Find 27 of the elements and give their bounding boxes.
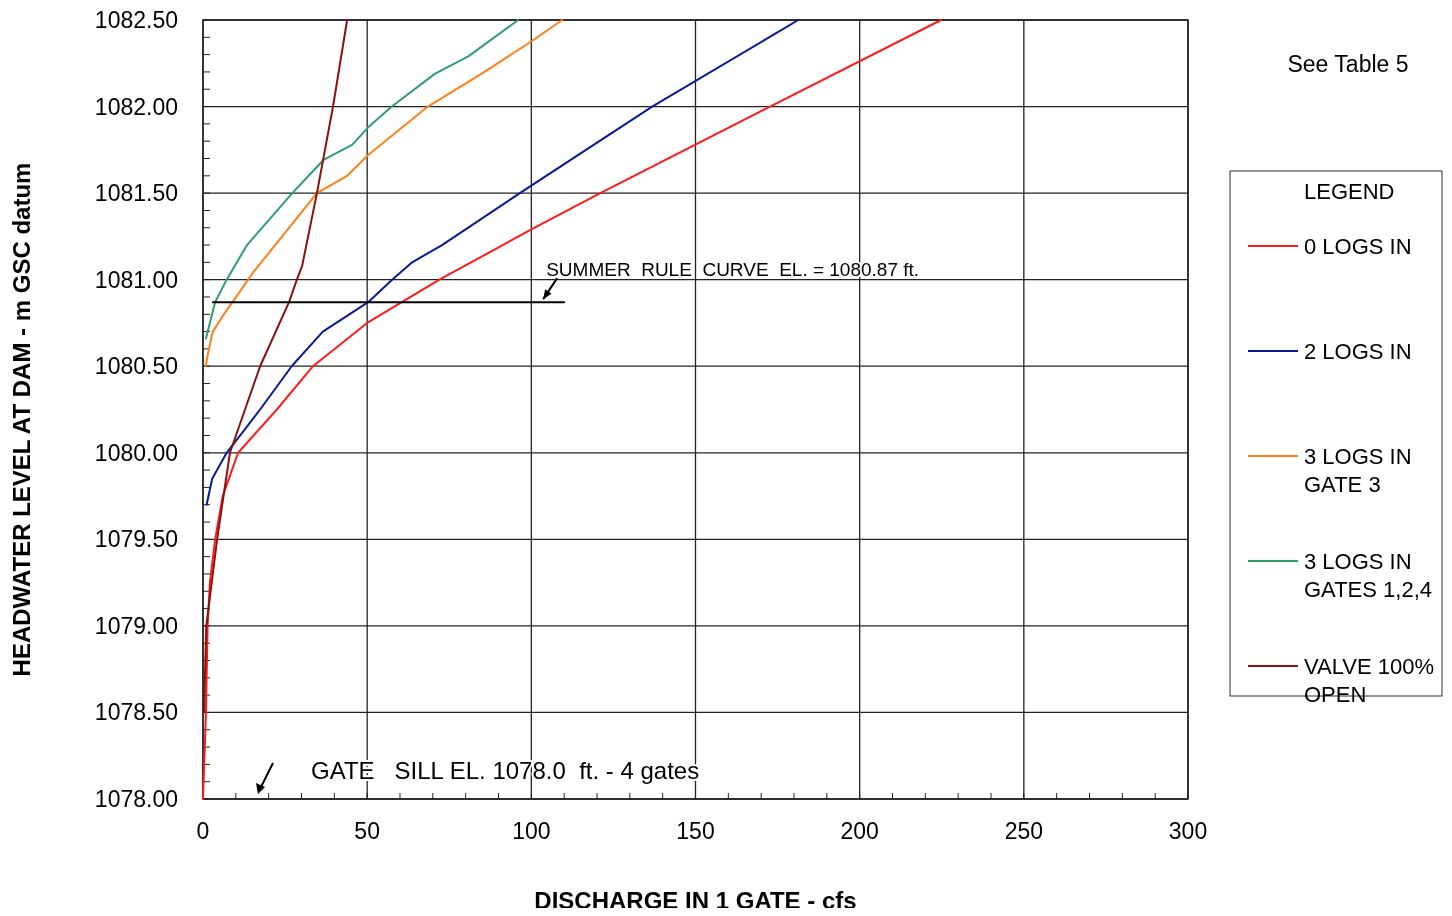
legend-label: VALVE 100% OPEN: [1304, 654, 1435, 707]
legend-label: 0 LOGS IN: [1304, 234, 1412, 259]
legend-label: 3 LOGS IN GATES 1,2,4: [1304, 549, 1432, 602]
x-tick-label: 300: [1168, 818, 1208, 844]
y-tick-label: 1080.50: [94, 353, 178, 380]
x-tick-label: 0: [196, 818, 210, 844]
y-tick-label: 1082.00: [94, 93, 178, 120]
y-tick-label: 1078.00: [94, 786, 178, 812]
y-tick-label: 1079.00: [94, 612, 178, 639]
line-series: [204, 19, 520, 340]
y-tick-label: 1078.50: [94, 699, 178, 726]
line-series: [202, 19, 349, 714]
text: See Table 5: [1287, 51, 1409, 77]
y-tick-label: 1081.50: [94, 180, 178, 207]
y-tick-label: 1080.00: [94, 439, 178, 466]
x-tick-label: 250: [1004, 818, 1044, 844]
legend-label: 2 LOGS IN: [1304, 339, 1412, 364]
y-tick-label: 1079.50: [94, 526, 178, 553]
x-tick-label: 200: [840, 818, 879, 844]
x-tick-label: 100: [512, 818, 551, 844]
y-tick-label: 1081.00: [94, 266, 178, 293]
x-tick-label: 50: [354, 818, 380, 844]
y-axis-title: HEADWATER LEVEL AT DAM - m GSC datum: [8, 162, 35, 677]
legend-title: LEGEND: [1304, 179, 1395, 204]
y-tick-label: 1082.50: [94, 7, 178, 33]
legend-label: 3 LOGS IN GATE 3: [1304, 444, 1412, 497]
x-tick-label: 150: [676, 818, 715, 844]
